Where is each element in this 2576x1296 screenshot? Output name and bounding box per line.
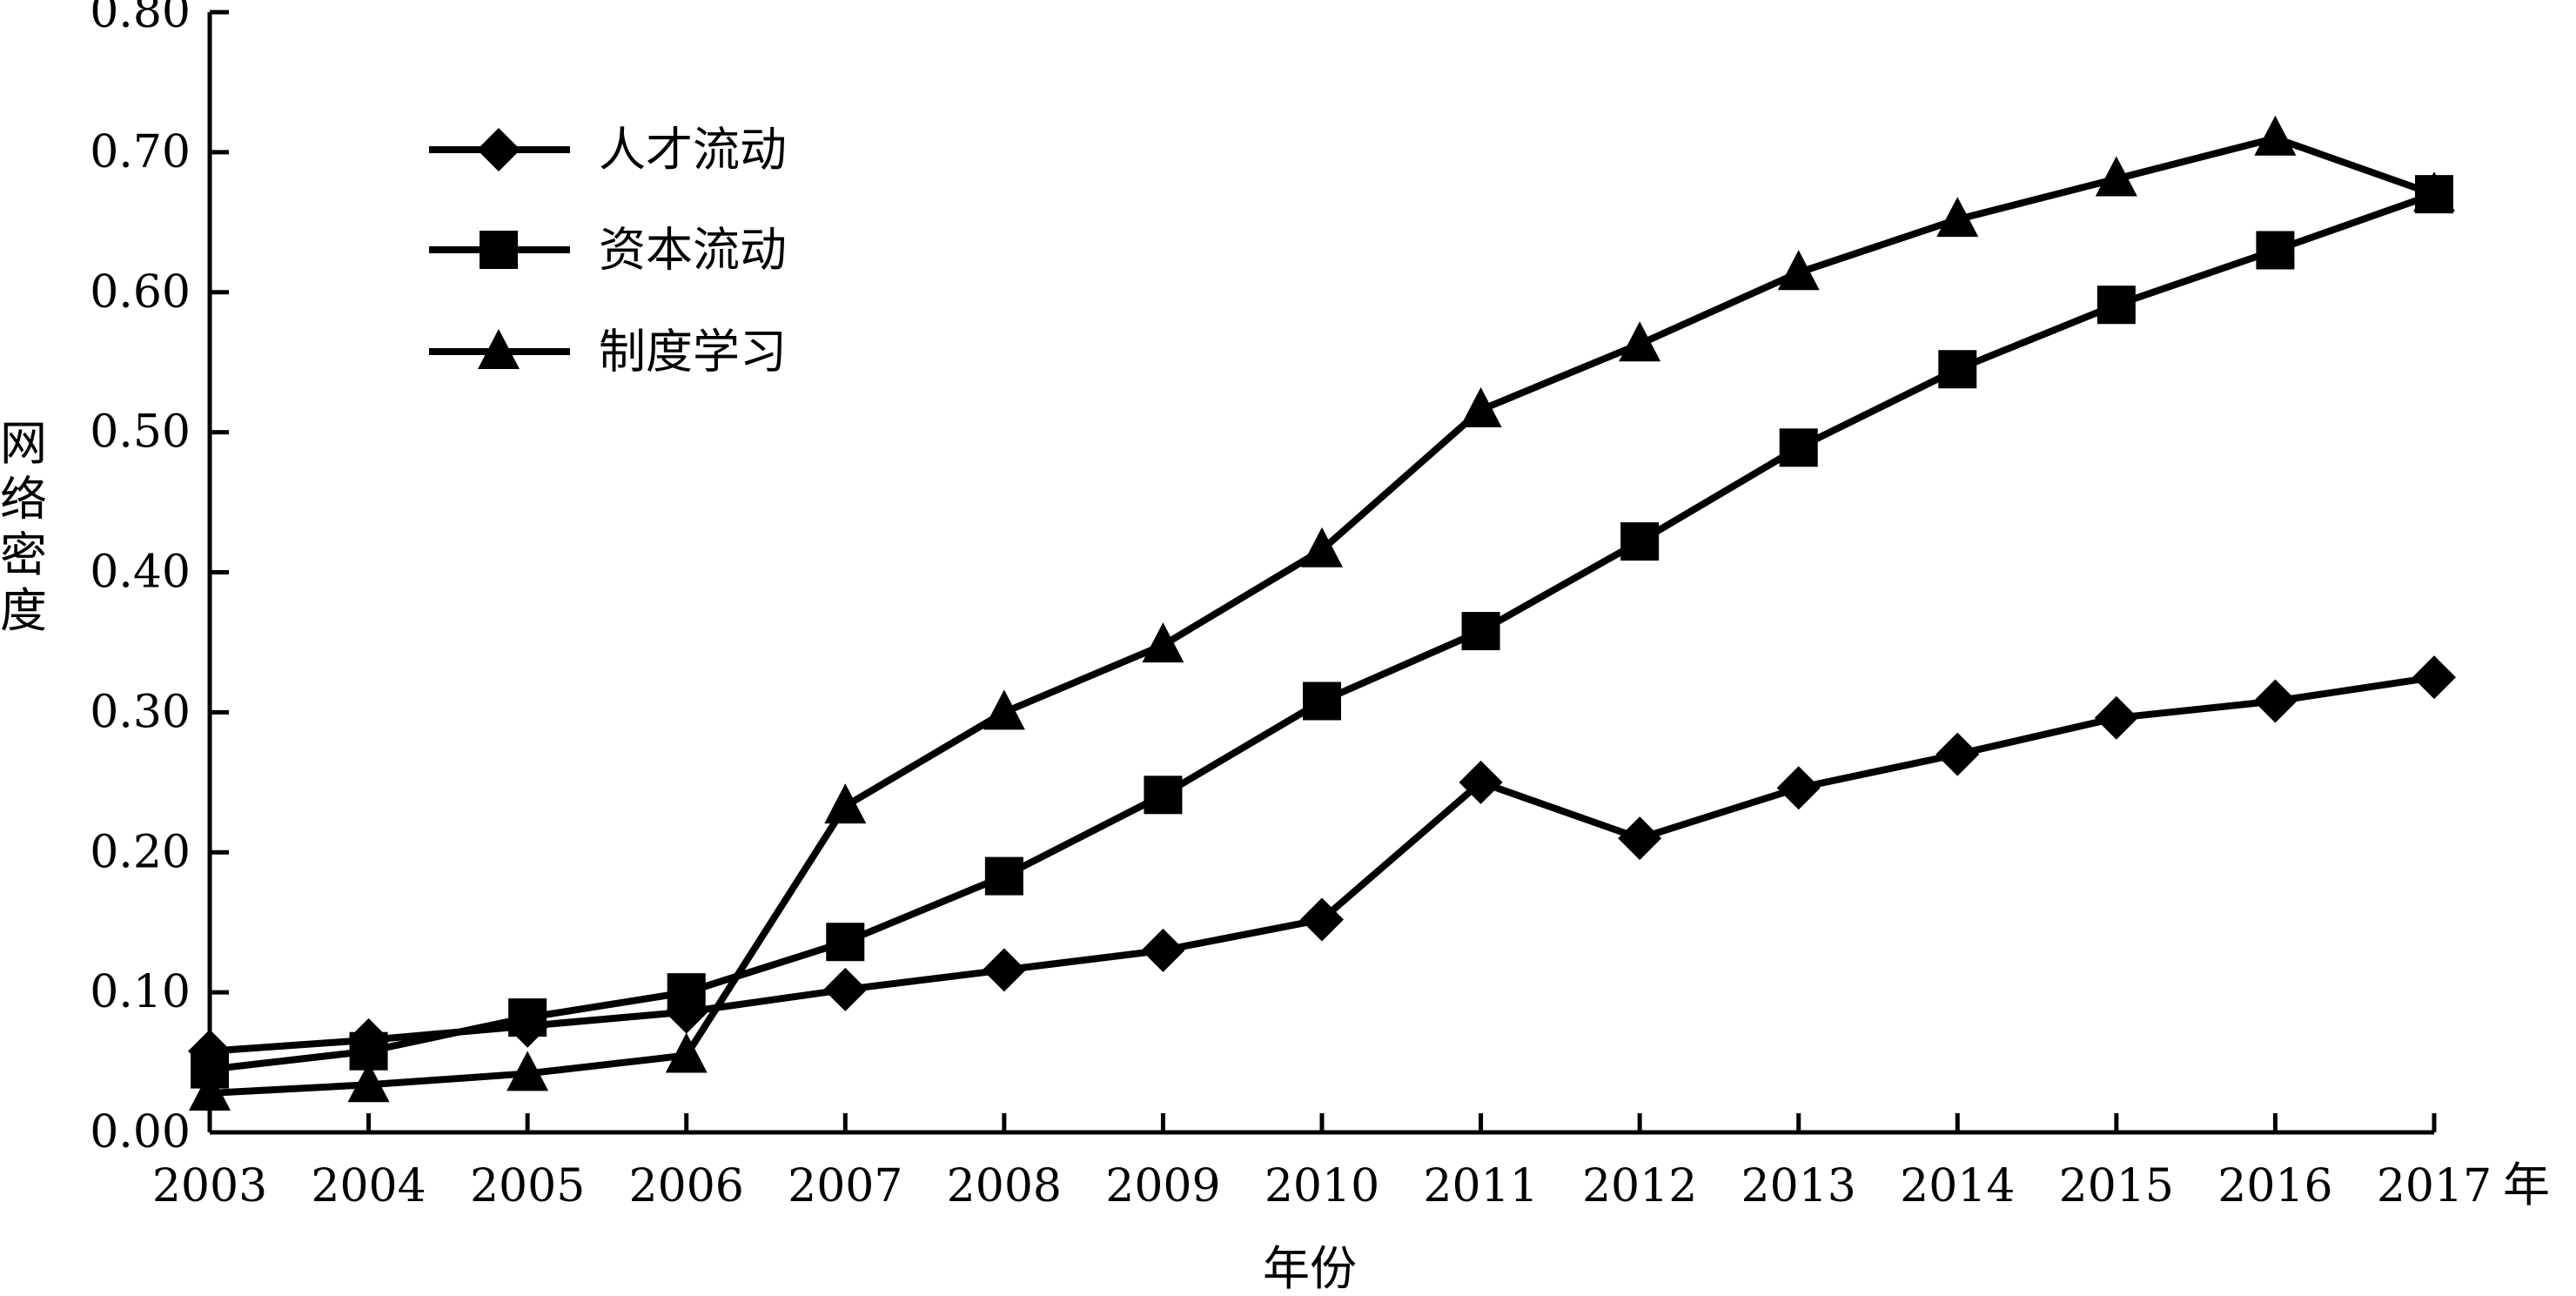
x-tick-label: 2003 [152,1160,267,1212]
x-tick-label: 2015 [2059,1160,2174,1212]
data-point-capital-flow [1620,522,1660,561]
data-point-capital-flow [667,973,706,1012]
data-point-institutional-learning [347,1062,390,1103]
series-capital-flow [191,175,2453,1089]
y-axis-title: 网络密度 [0,416,47,638]
data-point-capital-flow [2256,231,2295,270]
data-point-talent-flow [1618,816,1662,861]
x-tick-label: 2005 [470,1160,585,1212]
data-point-institutional-learning [1936,197,1979,238]
data-point-capital-flow [1779,428,1818,467]
x-tick-label: 2017 [2377,1160,2492,1212]
x-tick-label: 2014 [1900,1160,2015,1212]
legend-marker-talent-flow [477,128,520,171]
data-point-talent-flow [1776,766,1821,810]
x-ticks: 2003 2004 2005 2006 2007 2008 2009 2010 2011 2012… [152,1113,2492,1212]
y-tick-label: 0.10 [90,966,191,1018]
legend-item-institutional-learning: 制度学习 [429,325,787,379]
data-point-talent-flow [2253,679,2298,723]
y-tick-label: 0.60 [90,266,191,319]
y-tick-label: 0.40 [90,547,191,599]
data-point-capital-flow [1938,350,1977,389]
series-talent-flow [188,655,2456,1073]
data-point-capital-flow [508,998,547,1037]
legend-label: 资本流动 [599,223,787,278]
series-institutional-learning [189,115,2455,1111]
data-point-institutional-learning [2254,115,2297,156]
data-point-institutional-learning [1301,527,1343,567]
data-point-talent-flow [1141,928,1185,972]
data-point-talent-flow [1459,760,1503,804]
data-point-institutional-learning [2413,171,2455,212]
data-point-institutional-learning [189,1070,231,1111]
y-tick-label: 0.00 [90,1106,191,1158]
y-ticks: 0.00 0.10 0.20 0.30 0.40 0.50 0.60 0.70 0.80 [90,0,229,1158]
y-tick-label: 0.80 [90,0,191,38]
legend-label: 制度学习 [599,325,787,379]
x-tick-label: 2013 [1741,1160,1856,1212]
x-tick-label: 2016 [2217,1160,2332,1212]
x-tick-label: 2009 [1105,1160,1220,1212]
legend-marker-institutional-learning [478,329,520,369]
data-point-talent-flow [2094,695,2138,740]
data-point-talent-flow [1935,732,1980,776]
x-tick-label: 2012 [1582,1160,1697,1212]
data-point-capital-flow [1303,682,1341,721]
y-tick-label: 0.30 [90,686,191,738]
data-point-institutional-learning [1777,250,1820,291]
data-point-institutional-learning [1142,622,1184,663]
x-tick-label: 2011 [1423,1160,1538,1212]
data-point-capital-flow [984,856,1023,896]
data-point-institutional-learning [824,783,867,824]
x-tick-label: 2006 [629,1160,744,1212]
series-layer [188,115,2456,1111]
legend-label: 人才流动 [599,123,787,178]
data-point-capital-flow [1461,612,1500,651]
legend-item-talent-flow: 人才流动 [429,123,787,178]
legend-item-capital-flow: 资本流动 [429,223,787,278]
y-tick-label: 0.20 [90,826,191,878]
data-point-talent-flow [2412,655,2456,700]
x-tick-label: 2010 [1265,1160,1379,1212]
data-point-talent-flow [1300,897,1344,942]
y-tick-label: 0.70 [90,126,191,178]
x-axis-unit: 年 [2503,1158,2550,1212]
x-tick-label: 2008 [947,1160,1062,1212]
series-line-institutional-learning [209,134,2436,1097]
data-point-institutional-learning [665,1032,708,1073]
legend-marker-capital-flow [480,231,518,269]
series-line-talent-flow [209,674,2435,1055]
data-point-talent-flow [823,967,868,1011]
x-axis-title: 年份 [1263,1241,1357,1296]
data-point-institutional-learning [2095,156,2137,197]
data-point-institutional-learning [506,1051,549,1091]
data-point-institutional-learning [983,689,1025,730]
data-point-institutional-learning [1619,321,1661,362]
y-tick-label: 0.50 [90,406,191,459]
data-point-capital-flow [826,923,865,962]
x-tick-label: 2007 [788,1160,902,1212]
data-point-talent-flow [982,948,1026,992]
data-point-capital-flow [1144,776,1183,815]
x-tick-label: 2004 [311,1160,426,1212]
data-point-capital-flow [2096,285,2136,325]
data-point-institutional-learning [1459,386,1502,427]
